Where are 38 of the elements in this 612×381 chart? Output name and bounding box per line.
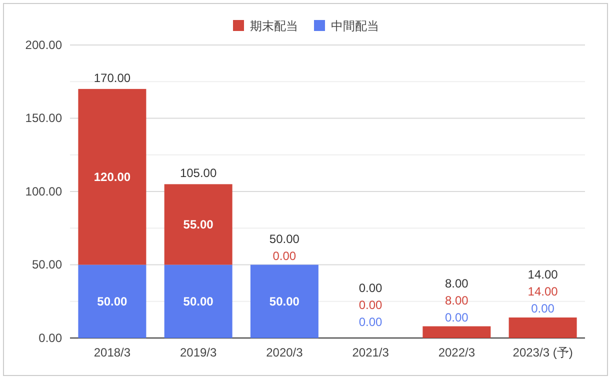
y-tick-label: 200.00 [25,38,62,52]
bar [508,317,577,338]
data-label: 0.00 [531,301,555,316]
total-label: 170.00 [94,70,131,85]
data-label: 50.00 [97,294,128,308]
y-tick-label: 0.00 [38,330,62,345]
data-label: 0.00 [445,310,469,324]
total-label: 0.00 [358,315,383,329]
total-label: 50.00 [269,232,300,246]
legend-label: 中間配当 [331,19,379,33]
legend-label: 期末配当 [250,19,298,33]
bar [422,326,491,338]
data-label: 0.00 [358,298,383,312]
x-tick-label: 2021/3 [352,346,390,360]
data-label: 120.00 [94,170,131,184]
data-label: 55.00 [183,217,214,232]
bar [78,264,146,338]
data-label: 50.00 [183,294,214,308]
x-tick-label: 2020/3 [266,346,304,360]
total-label: 14.00 [528,284,558,298]
y-tick-label: 50.00 [32,258,62,272]
data-label: 14.00 [528,267,558,282]
x-tick-label: 2023/3 (予) [512,346,573,360]
y-tick-label: 100.00 [25,184,62,198]
bar [164,264,232,338]
total-label: 105.00 [180,166,217,180]
x-tick-label: 2019/3 [180,346,217,360]
total-label: 8.00 [445,293,469,308]
bar [78,88,146,265]
y-tick-label: 150.00 [25,111,62,126]
data-label: 50.00 [269,294,300,308]
bar [250,264,318,338]
data-label: 0.00 [272,248,296,263]
text: 0.00 [358,281,382,295]
x-tick-label: 2018/3 [94,346,131,360]
bar [164,184,232,265]
x-tick-label: 2022/3 [438,346,476,360]
data-label: 8.00 [445,276,469,290]
